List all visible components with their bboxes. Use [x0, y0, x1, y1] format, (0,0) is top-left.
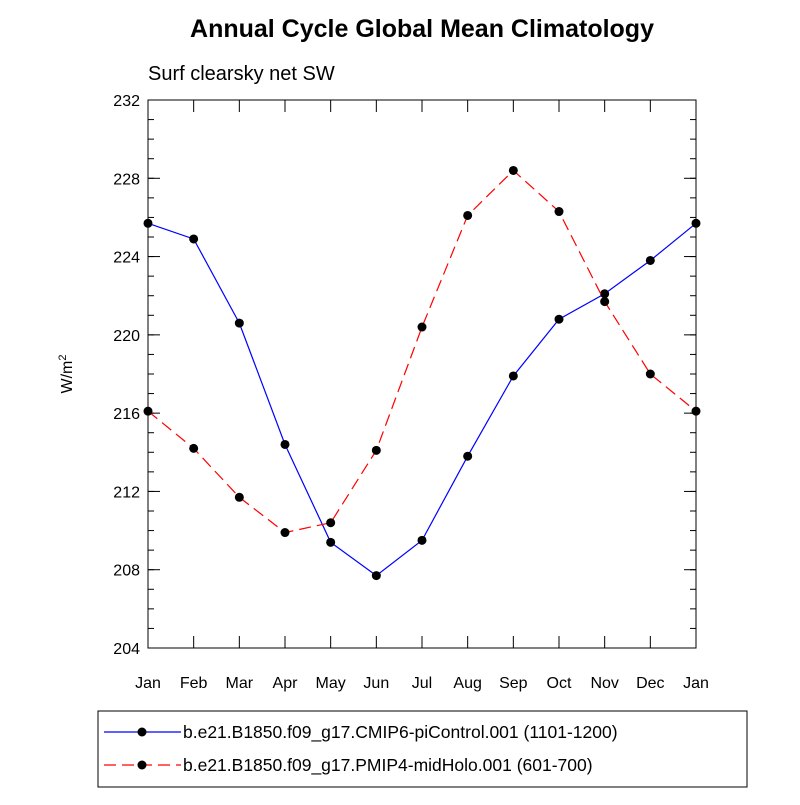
x-tick-labels: Jan Feb Mar Apr May Jun Jul Aug Sep Oct Nov Dec Jan — [135, 675, 709, 692]
x-tick-label: May — [316, 675, 346, 692]
data-point — [189, 234, 199, 244]
legend-item-1: b.e21.B1850.f09_g17.CMIP6-piControl.001 … — [104, 722, 618, 743]
x-tick-label: Jul — [412, 675, 432, 692]
x-tick-label: Oct — [547, 675, 572, 692]
data-point — [417, 535, 427, 545]
data-point — [554, 314, 564, 324]
data-point — [508, 371, 518, 381]
chart-subtitle: Surf clearsky net SW — [148, 63, 335, 85]
x-tick-label: Dec — [636, 675, 664, 692]
series-line — [147, 222, 697, 577]
data-point — [280, 528, 290, 538]
data-point — [463, 451, 473, 461]
x-tick-label: Feb — [180, 675, 208, 692]
legend-marker — [137, 727, 147, 737]
x-tick-label: Aug — [453, 675, 481, 692]
series-1 — [143, 218, 701, 581]
plot-frame — [147, 99, 697, 649]
series-line — [147, 169, 697, 534]
data-point — [371, 445, 381, 455]
data-point — [645, 369, 655, 379]
y-tick-label: 224 — [113, 250, 140, 267]
data-point — [508, 165, 518, 175]
data-point — [371, 571, 381, 581]
x-tick-label: Jan — [135, 675, 161, 692]
chart-title: Annual Cycle Global Mean Climatology — [190, 15, 654, 43]
data-point — [234, 492, 244, 502]
data-point — [326, 518, 336, 528]
series-2 — [143, 165, 701, 538]
legend-label: b.e21.B1850.f09_g17.PMIP4-midHolo.001 (6… — [183, 755, 593, 776]
y-axis-label-text: W/m — [59, 361, 76, 394]
legend-box — [97, 710, 748, 788]
legend-marker — [137, 760, 147, 770]
x-tick-label: Mar — [226, 675, 254, 692]
data-point — [463, 210, 473, 220]
data-point — [645, 255, 655, 265]
x-tick-label: Jun — [363, 675, 389, 692]
y-tick-label: 228 — [113, 171, 140, 188]
data-point — [600, 289, 610, 299]
data-point — [326, 537, 336, 547]
axis-ticks — [147, 99, 697, 649]
x-tick-label: Sep — [499, 675, 528, 692]
data-point — [189, 443, 199, 453]
y-tick-label: 212 — [113, 484, 140, 501]
y-tick-label: 216 — [113, 406, 140, 423]
legend: b.e21.B1850.f09_g17.CMIP6-piControl.001 … — [97, 710, 748, 788]
y-tick-labels: 204 208 212 216 220 224 228 232 — [113, 93, 140, 658]
legend-item-2: b.e21.B1850.f09_g17.PMIP4-midHolo.001 (6… — [104, 755, 593, 776]
y-tick-label: 220 — [113, 328, 140, 345]
y-tick-label: 232 — [113, 93, 140, 110]
y-tick-label: 208 — [113, 563, 140, 580]
data-series — [143, 165, 701, 581]
legend-label: b.e21.B1850.f09_g17.CMIP6-piControl.001 … — [183, 722, 618, 743]
svg-text:W/m2: W/m2 — [57, 355, 76, 394]
data-point — [280, 439, 290, 449]
y-axis-label-superscript: 2 — [57, 355, 69, 361]
legend-items: b.e21.B1850.f09_g17.CMIP6-piControl.001 … — [104, 722, 618, 776]
x-tick-label: Nov — [590, 675, 618, 692]
x-tick-label: Apr — [273, 675, 299, 692]
data-point — [600, 297, 610, 307]
y-tick-label: 204 — [113, 641, 140, 658]
y-axis-label: W/m2 — [57, 355, 76, 394]
data-point — [234, 318, 244, 328]
data-point — [554, 207, 564, 217]
x-tick-label: Jan — [683, 675, 709, 692]
data-point — [417, 322, 427, 332]
